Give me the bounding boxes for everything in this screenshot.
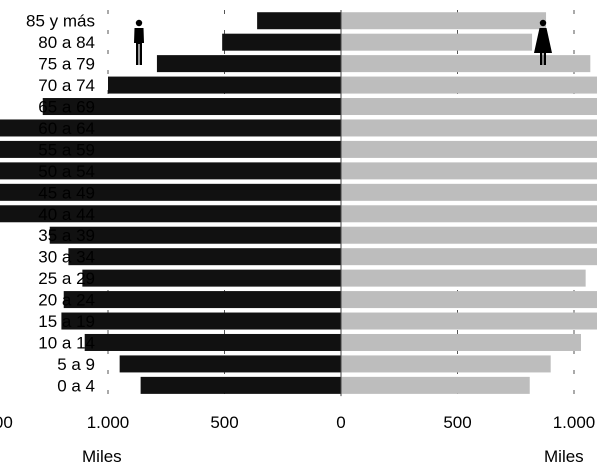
x-tick-label: 1.500 <box>0 413 13 432</box>
bar-right-16 <box>341 355 551 373</box>
age-label: 60 a 64 <box>38 119 95 138</box>
x-tick-label: 500 <box>210 413 238 432</box>
bar-left-12 <box>82 269 342 287</box>
bar-right-17 <box>341 376 530 394</box>
bar-right-9 <box>341 205 597 223</box>
bar-right-10 <box>341 226 597 244</box>
x-tick-label: 1.000 <box>87 413 130 432</box>
bar-left-14 <box>61 312 342 330</box>
age-label: 50 a 54 <box>38 162 95 181</box>
age-label: 5 a 9 <box>57 355 95 374</box>
bar-left-9 <box>0 205 342 223</box>
bar-left-15 <box>84 333 341 351</box>
bar-left-13 <box>63 291 341 309</box>
age-label: 65 a 69 <box>38 98 95 117</box>
age-label: 55 a 59 <box>38 140 95 159</box>
bar-right-13 <box>341 291 597 309</box>
bar-right-8 <box>341 183 597 201</box>
unit-label-left: Miles <box>82 447 122 466</box>
bar-left-3 <box>108 76 341 94</box>
age-labels: 85 y más 80 a 84 75 a 79 70 a 74 65 a 69 60 a… <box>26 12 95 396</box>
bar-right-2 <box>341 55 591 73</box>
bar-right-14 <box>341 312 597 330</box>
age-label: 35 a 39 <box>38 226 95 245</box>
bar-left-11 <box>68 248 341 266</box>
bar-left-6 <box>0 140 341 158</box>
female-icon <box>534 19 552 65</box>
bar-left-2 <box>156 55 341 73</box>
bar-left-16 <box>119 355 342 373</box>
bars <box>0 12 597 394</box>
male-icon <box>134 19 144 65</box>
bar-left-8 <box>0 183 341 201</box>
age-label: 30 a 34 <box>38 248 95 267</box>
bar-right-0 <box>341 12 547 30</box>
age-label: 70 a 74 <box>38 76 95 95</box>
age-label: 80 a 84 <box>38 33 95 52</box>
age-label: 15 a 19 <box>38 312 95 331</box>
x-tick-label: 500 <box>443 413 471 432</box>
bar-right-7 <box>341 162 597 180</box>
bar-right-15 <box>341 333 581 351</box>
bar-right-4 <box>341 98 597 116</box>
bar-left-10 <box>49 226 341 244</box>
bar-left-7 <box>0 162 341 180</box>
age-label: 20 a 24 <box>38 291 95 310</box>
age-label: 85 y más <box>26 12 95 31</box>
age-label: 25 a 29 <box>38 269 95 288</box>
bar-right-11 <box>341 248 597 266</box>
bar-right-3 <box>341 76 597 94</box>
bar-right-6 <box>341 140 597 158</box>
age-label: 0 a 4 <box>57 376 95 395</box>
bar-left-5 <box>0 119 341 137</box>
age-label: 10 a 14 <box>38 333 95 352</box>
grid-lines <box>107 10 575 397</box>
x-tick-label: 1.000 <box>553 413 596 432</box>
age-label: 40 a 44 <box>38 205 95 224</box>
age-label: 75 a 79 <box>38 55 95 74</box>
x-tick-label: 0 <box>336 413 345 432</box>
bar-left-4 <box>42 98 341 116</box>
bar-right-1 <box>341 33 533 51</box>
bar-right-12 <box>341 269 586 287</box>
bar-left-1 <box>222 33 341 51</box>
bar-left-0 <box>257 12 341 30</box>
bar-left-17 <box>140 376 341 394</box>
bar-right-5 <box>341 119 597 137</box>
age-label: 45 a 49 <box>38 183 95 202</box>
unit-label-right: Miles <box>544 447 584 466</box>
